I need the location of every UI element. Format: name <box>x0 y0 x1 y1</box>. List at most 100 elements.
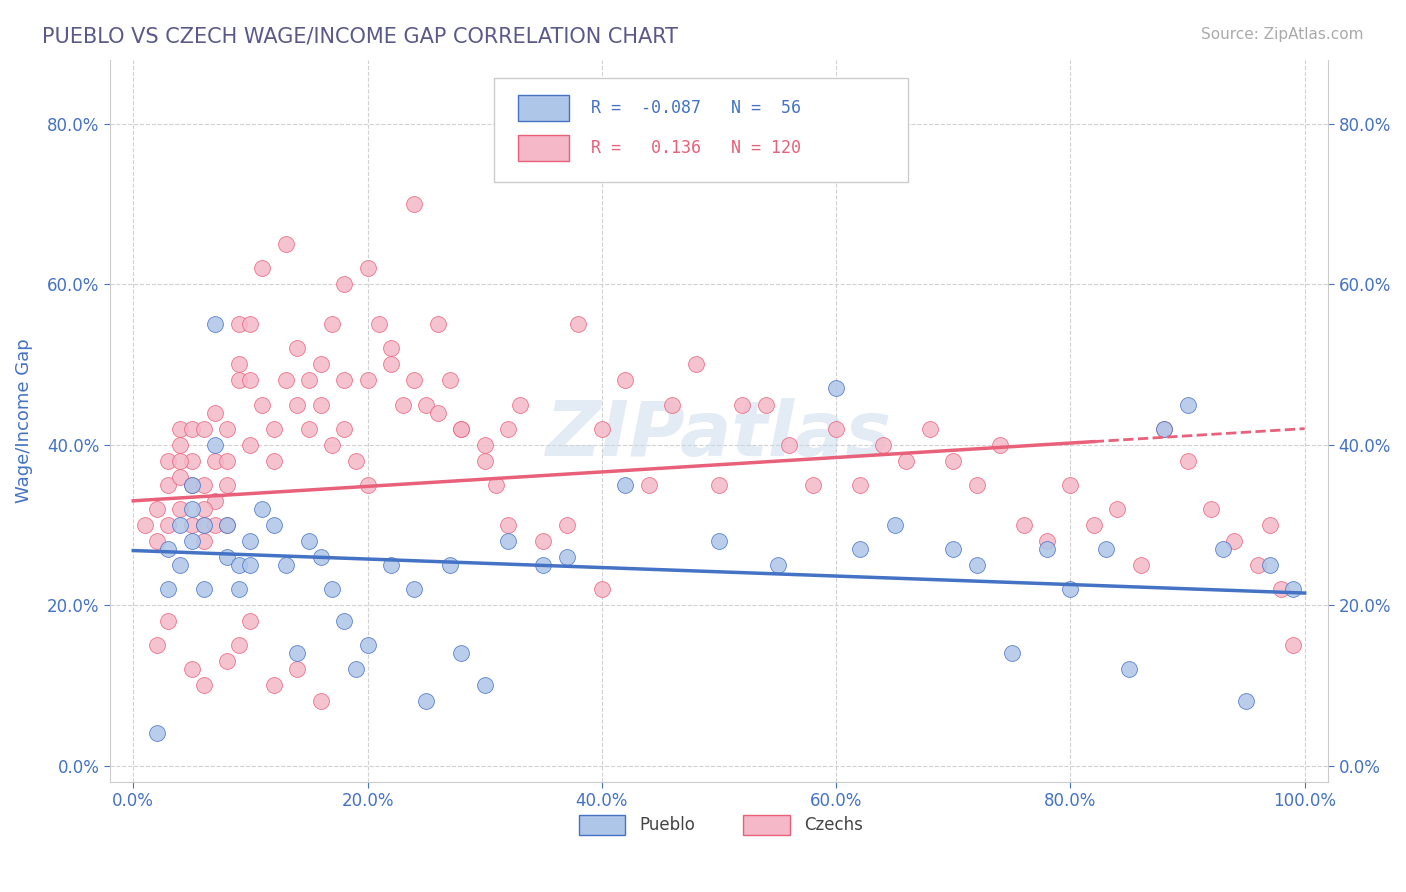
Point <box>204 318 226 332</box>
Point <box>415 694 437 708</box>
Point <box>263 422 285 436</box>
Point <box>333 422 356 436</box>
Point <box>193 582 215 596</box>
Bar <box>579 814 626 835</box>
Point <box>193 517 215 532</box>
Point <box>496 533 519 548</box>
Text: R =   0.136   N = 120: R = 0.136 N = 120 <box>591 139 801 157</box>
Point <box>380 358 402 372</box>
Point <box>1036 541 1059 556</box>
Point <box>239 533 262 548</box>
Point <box>1012 517 1035 532</box>
Point <box>204 517 226 532</box>
Point <box>474 453 496 467</box>
Point <box>509 398 531 412</box>
Point <box>285 342 308 356</box>
Point <box>239 614 262 628</box>
Point <box>1107 501 1129 516</box>
Point <box>204 453 226 467</box>
Point <box>496 517 519 532</box>
Point <box>263 517 285 532</box>
Point <box>228 358 250 372</box>
Point <box>157 541 180 556</box>
Point <box>204 406 226 420</box>
Point <box>918 422 941 436</box>
Point <box>942 453 965 467</box>
Text: Source: ZipAtlas.com: Source: ZipAtlas.com <box>1201 27 1364 42</box>
Point <box>848 541 870 556</box>
Point <box>344 662 367 676</box>
Point <box>685 358 707 372</box>
Point <box>356 638 378 652</box>
Point <box>298 422 321 436</box>
Point <box>145 501 167 516</box>
Point <box>1234 694 1257 708</box>
Point <box>707 477 730 491</box>
Point <box>180 477 202 491</box>
Point <box>1083 517 1105 532</box>
Point <box>356 261 378 276</box>
Point <box>180 517 202 532</box>
Point <box>274 374 297 388</box>
Point <box>778 437 800 451</box>
Point <box>180 501 202 516</box>
Point <box>309 549 332 564</box>
Point <box>426 406 449 420</box>
Point <box>439 374 461 388</box>
Point <box>215 549 238 564</box>
Point <box>215 422 238 436</box>
Text: Czechs: Czechs <box>804 816 863 834</box>
Point <box>450 422 472 436</box>
Point <box>450 422 472 436</box>
Point <box>356 477 378 491</box>
Point <box>1223 533 1246 548</box>
Point <box>942 541 965 556</box>
Point <box>872 437 894 451</box>
Point <box>145 638 167 652</box>
Point <box>404 582 426 596</box>
Point <box>215 517 238 532</box>
Point <box>333 614 356 628</box>
Point <box>169 517 191 532</box>
Point <box>531 558 554 572</box>
Point <box>145 533 167 548</box>
Point <box>1258 517 1281 532</box>
Point <box>263 453 285 467</box>
Point <box>848 477 870 491</box>
Point <box>1094 541 1116 556</box>
Point <box>239 374 262 388</box>
Point <box>333 374 356 388</box>
Point <box>1001 646 1024 660</box>
Point <box>426 318 449 332</box>
Point <box>1036 533 1059 548</box>
Point <box>988 437 1011 451</box>
Point <box>274 237 297 252</box>
Point <box>531 157 554 171</box>
Point <box>1059 477 1081 491</box>
Point <box>404 197 426 211</box>
Point <box>1199 501 1222 516</box>
Point <box>309 358 332 372</box>
Point <box>228 558 250 572</box>
Point <box>204 437 226 451</box>
Point <box>731 398 754 412</box>
Point <box>228 582 250 596</box>
Point <box>145 726 167 740</box>
Point <box>285 646 308 660</box>
Point <box>193 678 215 692</box>
Point <box>567 318 589 332</box>
Point <box>531 533 554 548</box>
Point <box>169 469 191 483</box>
Point <box>169 453 191 467</box>
FancyBboxPatch shape <box>517 136 569 161</box>
Point <box>555 549 578 564</box>
Point <box>591 422 613 436</box>
Point <box>825 422 848 436</box>
Point <box>180 533 202 548</box>
Point <box>474 437 496 451</box>
Y-axis label: Wage/Income Gap: Wage/Income Gap <box>15 338 32 503</box>
Point <box>356 374 378 388</box>
Point <box>134 517 156 532</box>
Point <box>180 453 202 467</box>
Point <box>228 318 250 332</box>
